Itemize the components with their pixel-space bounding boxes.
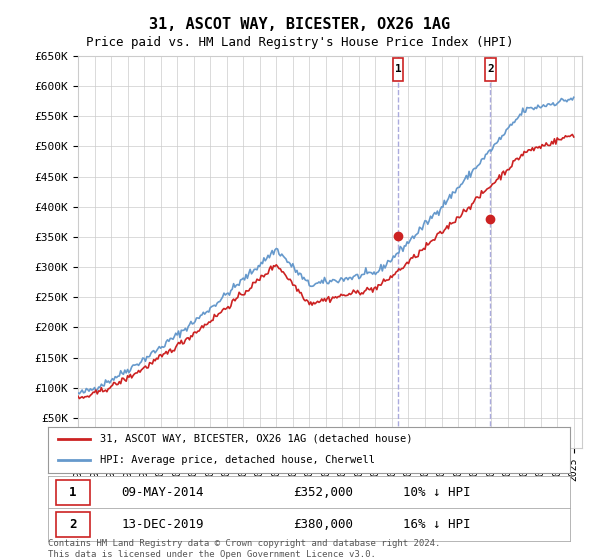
Text: 10% ↓ HPI: 10% ↓ HPI bbox=[403, 486, 470, 499]
Text: £352,000: £352,000 bbox=[293, 486, 353, 499]
FancyBboxPatch shape bbox=[392, 58, 403, 81]
Text: Contains HM Land Registry data © Crown copyright and database right 2024.
This d: Contains HM Land Registry data © Crown c… bbox=[48, 539, 440, 559]
Text: 13-DEC-2019: 13-DEC-2019 bbox=[121, 518, 203, 531]
Text: 16% ↓ HPI: 16% ↓ HPI bbox=[403, 518, 470, 531]
Text: 09-MAY-2014: 09-MAY-2014 bbox=[121, 486, 203, 499]
FancyBboxPatch shape bbox=[56, 512, 90, 537]
Text: 31, ASCOT WAY, BICESTER, OX26 1AG: 31, ASCOT WAY, BICESTER, OX26 1AG bbox=[149, 17, 451, 32]
FancyBboxPatch shape bbox=[56, 480, 90, 505]
Text: Price paid vs. HM Land Registry's House Price Index (HPI): Price paid vs. HM Land Registry's House … bbox=[86, 36, 514, 49]
FancyBboxPatch shape bbox=[485, 58, 496, 81]
Text: 1: 1 bbox=[395, 64, 401, 74]
Text: £380,000: £380,000 bbox=[293, 518, 353, 531]
Text: 2: 2 bbox=[487, 64, 494, 74]
Text: 2: 2 bbox=[70, 518, 77, 531]
Text: 31, ASCOT WAY, BICESTER, OX26 1AG (detached house): 31, ASCOT WAY, BICESTER, OX26 1AG (detac… bbox=[100, 434, 413, 444]
Text: HPI: Average price, detached house, Cherwell: HPI: Average price, detached house, Cher… bbox=[100, 455, 375, 465]
Text: 1: 1 bbox=[70, 486, 77, 499]
